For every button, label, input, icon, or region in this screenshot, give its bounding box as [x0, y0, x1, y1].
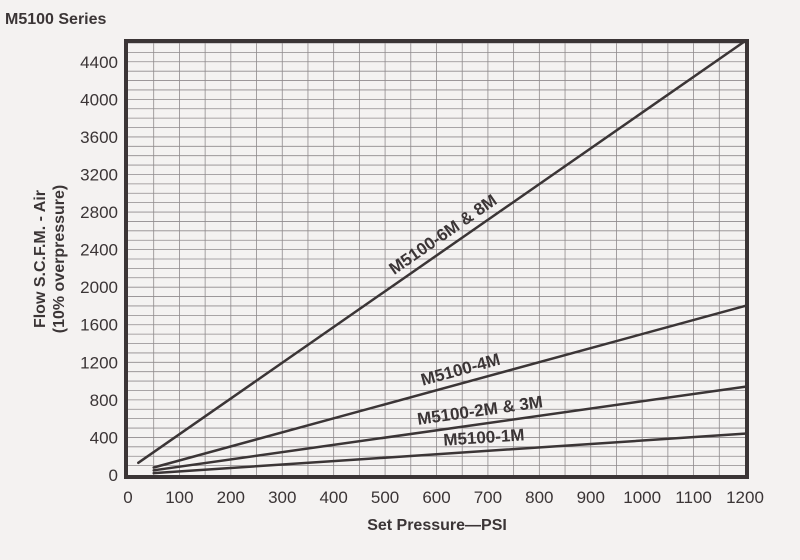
y-tick-label: 800 — [90, 391, 118, 410]
y-tick-label: 3600 — [80, 128, 118, 147]
series-label: M5100-1M — [443, 425, 525, 449]
y-tick-label: 4000 — [80, 90, 118, 109]
x-tick-label: 400 — [319, 488, 347, 507]
plot-frame — [124, 39, 749, 479]
y-axis-ticks: 0 400 800 1200 1600 2000 2400 2800 3200 3600 4000 4… — [80, 53, 118, 485]
x-tick-label: 900 — [577, 488, 605, 507]
y-tick-label: 2800 — [80, 203, 118, 222]
x-tick-label: 200 — [217, 488, 245, 507]
y-axis-title: Flow S.C.F.M. - Air — [32, 190, 49, 328]
y-tick-label: 400 — [90, 428, 118, 447]
y-tick-label: 0 — [109, 466, 118, 485]
x-tick-label: 1000 — [623, 488, 661, 507]
series-line — [137, 39, 747, 465]
x-tick-label: 1200 — [726, 488, 764, 507]
x-tick-label: 0 — [123, 488, 132, 507]
series-line — [152, 385, 747, 472]
series-layer — [137, 39, 747, 475]
series-line — [152, 304, 747, 469]
y-axis-subtitle: (10% overpressure) — [51, 185, 68, 334]
x-tick-label: 500 — [371, 488, 399, 507]
y-tick-label: 2000 — [80, 278, 118, 297]
y-tick-label: 4400 — [80, 53, 118, 72]
x-tick-label: 700 — [474, 488, 502, 507]
chart-title: M5100 Series — [5, 11, 107, 28]
x-tick-label: 100 — [165, 488, 193, 507]
y-tick-label: 1200 — [80, 353, 118, 372]
x-tick-label: 1100 — [675, 488, 712, 507]
y-tick-label: 2400 — [80, 241, 118, 260]
x-tick-label: 300 — [268, 488, 296, 507]
x-axis-ticks: 0 100 200 300 400 500 600 700 800 900 1000 1100 1200 — [123, 488, 764, 507]
y-tick-label: 1600 — [80, 316, 118, 335]
y-tick-label: 3200 — [80, 165, 118, 184]
x-tick-label: 800 — [525, 488, 553, 507]
series-line — [152, 432, 747, 475]
x-axis-title: Set Pressure—PSI — [367, 517, 507, 534]
series-label: M5100-6M & 8M — [386, 191, 501, 279]
x-tick-label: 600 — [422, 488, 450, 507]
